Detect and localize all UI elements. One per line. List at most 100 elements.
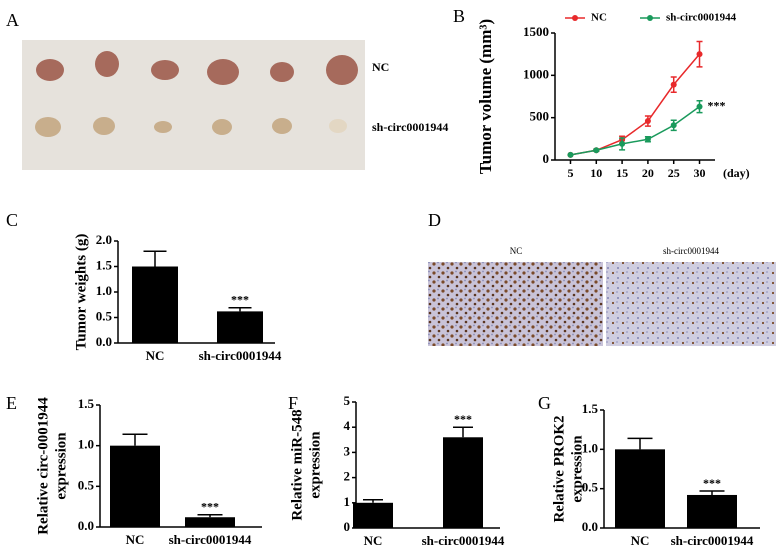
error-bar xyxy=(699,490,725,495)
y-axis-label: expression xyxy=(53,432,69,500)
y-tick-label: 1.5 xyxy=(78,396,95,411)
y-tick-label: 1500 xyxy=(523,24,549,39)
panel-letter: F xyxy=(288,393,298,413)
image-label: NC xyxy=(510,246,523,256)
point xyxy=(644,136,651,143)
tumors-nc xyxy=(36,51,358,85)
y-tick-label: 3 xyxy=(344,443,351,458)
bar xyxy=(132,266,178,343)
y-tick-label: 500 xyxy=(530,109,550,124)
point xyxy=(644,118,651,125)
bar xyxy=(185,517,235,527)
y-tick-label: 1000 xyxy=(523,66,549,81)
y-tick-label: 1 xyxy=(344,494,351,509)
annotation: *** xyxy=(708,98,726,112)
legend-label: sh-circ0001944 xyxy=(666,12,737,24)
annotation: *** xyxy=(703,476,721,490)
y-tick-label: 0.5 xyxy=(78,477,95,492)
photo-label: NC xyxy=(372,60,389,74)
bar xyxy=(615,449,665,528)
point xyxy=(619,140,626,147)
error-bar xyxy=(453,426,473,438)
x-tick-label: 25 xyxy=(668,166,680,180)
bar xyxy=(443,437,483,528)
annotation: *** xyxy=(201,500,219,514)
x-tick-label: NC xyxy=(364,533,383,548)
tumor-photo xyxy=(22,40,365,170)
point xyxy=(567,151,574,158)
x-tick-label: sh-circ0001944 xyxy=(199,348,282,363)
panel-d: D NC sh-circ0001944 xyxy=(428,210,776,346)
panel-letter: D xyxy=(428,210,441,230)
y-tick-label: 0.0 xyxy=(96,334,112,349)
x-tick-label: 20 xyxy=(642,166,654,180)
x-tick-label: sh-circ0001944 xyxy=(422,533,505,548)
x-axis-unit: (day) xyxy=(723,166,750,180)
y-tick-label: 4 xyxy=(344,418,351,433)
y-tick-label: 1.5 xyxy=(582,401,599,416)
annotation: *** xyxy=(231,293,249,307)
ihc-image xyxy=(428,262,603,346)
y-tick-label: 1.0 xyxy=(582,440,598,455)
error-bar xyxy=(228,307,252,312)
x-tick-label: 30 xyxy=(694,166,706,180)
y-axis-label: Relative circ-0001944 xyxy=(35,397,51,535)
y-tick-label: 2.0 xyxy=(96,232,112,247)
y-tick-label: 0.0 xyxy=(78,518,94,533)
panel-letter: C xyxy=(6,210,18,230)
bar xyxy=(353,502,393,528)
annotation: *** xyxy=(454,412,472,426)
x-tick-label: NC xyxy=(126,532,145,547)
point xyxy=(696,51,703,58)
ihc-image xyxy=(606,262,776,346)
y-tick-label: 2 xyxy=(344,469,351,484)
legend-label: NC xyxy=(591,12,607,24)
point xyxy=(670,122,677,129)
error-bar xyxy=(197,514,223,518)
bar xyxy=(110,445,160,527)
tumors-sh xyxy=(35,117,347,137)
error-bar xyxy=(143,250,167,267)
x-tick-label: sh-circ0001944 xyxy=(169,532,252,547)
image-label: sh-circ0001944 xyxy=(663,246,719,256)
x-tick-label: NC xyxy=(631,533,650,548)
y-axis-label: expression xyxy=(307,431,323,499)
error-bar xyxy=(122,433,148,446)
panel-a: A NC sh-circ0001944 xyxy=(6,10,448,170)
x-tick-label: NC xyxy=(146,348,165,363)
point xyxy=(696,103,703,110)
panel-letter: A xyxy=(6,10,19,30)
point xyxy=(593,147,600,154)
panel-letter: G xyxy=(538,393,551,413)
y-axis-label: Relative PROK2 xyxy=(551,415,567,522)
panel-letter: E xyxy=(6,393,17,413)
photo-label: sh-circ0001944 xyxy=(372,120,448,134)
x-tick-label: 10 xyxy=(590,166,602,180)
legend-marker xyxy=(647,15,653,21)
panel-letter: B xyxy=(453,6,465,26)
series-line xyxy=(570,106,700,156)
y-tick-label: 1.0 xyxy=(78,437,94,452)
error-bar xyxy=(363,499,383,503)
bar xyxy=(217,311,263,343)
x-tick-label: 15 xyxy=(616,166,628,180)
y-tick-label: 0.0 xyxy=(582,519,598,534)
x-tick-label: sh-circ0001944 xyxy=(671,533,754,548)
y-tick-label: 5 xyxy=(344,393,351,408)
y-tick-label: 0.5 xyxy=(96,308,113,323)
y-tick-label: 0 xyxy=(344,519,351,534)
y-axis-label: Tumor weights (g) xyxy=(73,234,89,351)
y-tick-label: 0 xyxy=(543,151,550,166)
x-tick-label: 5 xyxy=(567,166,573,180)
y-tick-label: 0.5 xyxy=(582,480,599,495)
y-axis-label: Tumor volume (mm³) xyxy=(476,19,495,174)
legend-marker xyxy=(572,15,578,21)
error-bar xyxy=(627,437,653,450)
y-tick-label: 1.0 xyxy=(96,283,112,298)
point xyxy=(670,81,677,88)
series-line xyxy=(570,53,701,156)
y-tick-label: 1.5 xyxy=(96,257,113,272)
y-axis-label: Relative miR-548 xyxy=(289,409,305,520)
